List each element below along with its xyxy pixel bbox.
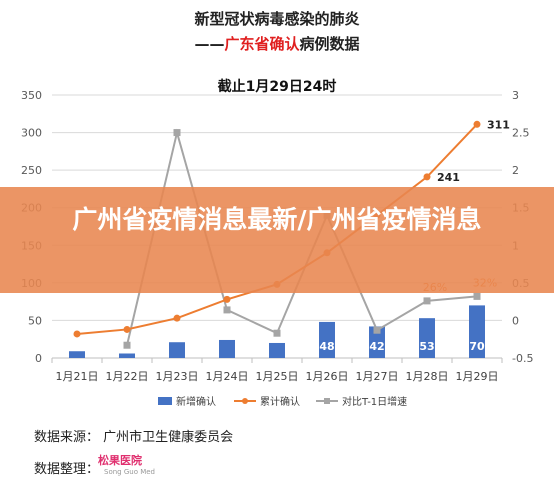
legend-label: 对比T-1日增速 bbox=[342, 395, 407, 408]
cumulative-point bbox=[73, 330, 81, 338]
subtitle-suffix: 病例数据 bbox=[299, 35, 360, 53]
x-tick-label: 1月24日 bbox=[206, 370, 249, 383]
bar bbox=[169, 342, 185, 358]
x-tick-label: 1月29日 bbox=[456, 370, 499, 383]
y2-tick-label: 2 bbox=[512, 164, 519, 177]
bar bbox=[119, 353, 135, 358]
legend-label: 新增确认 bbox=[176, 395, 216, 408]
x-tick-label: 1月25日 bbox=[256, 370, 299, 383]
y-tick-label: 0 bbox=[35, 352, 42, 365]
bar bbox=[369, 326, 385, 358]
x-tick-label: 1月22日 bbox=[106, 370, 149, 383]
legend-swatch-bar bbox=[158, 397, 172, 405]
cumulative-point bbox=[123, 325, 131, 333]
bar-data-label: 48 bbox=[319, 340, 334, 353]
bar-data-label: 42 bbox=[369, 340, 384, 353]
bar bbox=[319, 321, 335, 358]
x-tick-label: 1月23日 bbox=[156, 370, 199, 383]
bar-data-label: 70 bbox=[469, 340, 485, 353]
y2-tick-label: 0 bbox=[512, 314, 519, 327]
y2-tick-label: 2.5 bbox=[512, 127, 530, 140]
chart-title: 新型冠状病毒感染的肺炎 bbox=[194, 10, 360, 28]
cumulative-data-label: 241 bbox=[437, 171, 460, 184]
overlay-banner bbox=[0, 187, 554, 293]
bar bbox=[419, 318, 435, 358]
y-tick-label: 50 bbox=[28, 314, 42, 327]
cumulative-point bbox=[473, 120, 481, 128]
chart-subtitle: ——广东省确认病例数据 bbox=[0, 33, 554, 54]
y-tick-label: 350 bbox=[21, 89, 42, 102]
bar bbox=[469, 305, 485, 358]
legend-marker-ratio bbox=[324, 398, 330, 404]
bar bbox=[219, 339, 235, 358]
x-tick-label: 1月26日 bbox=[306, 370, 349, 383]
bar-data-label: 53 bbox=[419, 340, 434, 353]
banner-headline: 广州省疫情消息最新/广州省疫情消息 bbox=[72, 205, 482, 234]
y2-tick-label: 3 bbox=[512, 89, 519, 102]
y-tick-label: 250 bbox=[21, 164, 42, 177]
cumulative-point bbox=[173, 314, 181, 322]
y2-tick-label: -0.5 bbox=[512, 352, 533, 365]
logo-text: 松果医院 bbox=[98, 454, 142, 467]
cumulative-point bbox=[423, 173, 431, 181]
date-line: 截止1月29日24时 bbox=[217, 79, 337, 95]
logo-subtext: Song Guo Med bbox=[104, 468, 155, 476]
subtitle-highlight: 广东省确认 bbox=[224, 35, 300, 53]
legend-label: 累计确认 bbox=[260, 395, 300, 408]
y-tick-label: 300 bbox=[21, 127, 42, 140]
hospital-logo: 松果医院 Song Guo Med bbox=[98, 452, 160, 478]
ratio-point bbox=[373, 326, 381, 334]
ratio-point bbox=[123, 341, 131, 349]
data-organizer-label: 数据整理： bbox=[34, 462, 100, 477]
subtitle-prefix: —— bbox=[194, 35, 225, 53]
x-tick-label: 1月21日 bbox=[56, 370, 99, 383]
legend-marker-cumulative bbox=[242, 398, 248, 404]
bar bbox=[269, 342, 285, 358]
cumulative-data-label: 311 bbox=[487, 118, 510, 131]
cumulative-point bbox=[223, 295, 231, 303]
data-source: 数据来源： 广州市卫生健康委员会 bbox=[34, 430, 234, 445]
x-tick-label: 1月28日 bbox=[406, 370, 449, 383]
x-tick-label: 1月27日 bbox=[356, 370, 399, 383]
ratio-point bbox=[473, 292, 481, 300]
ratio-point bbox=[423, 297, 431, 305]
ratio-point bbox=[223, 306, 231, 314]
ratio-point bbox=[173, 129, 181, 137]
ratio-point bbox=[273, 329, 281, 337]
bar bbox=[69, 351, 85, 358]
